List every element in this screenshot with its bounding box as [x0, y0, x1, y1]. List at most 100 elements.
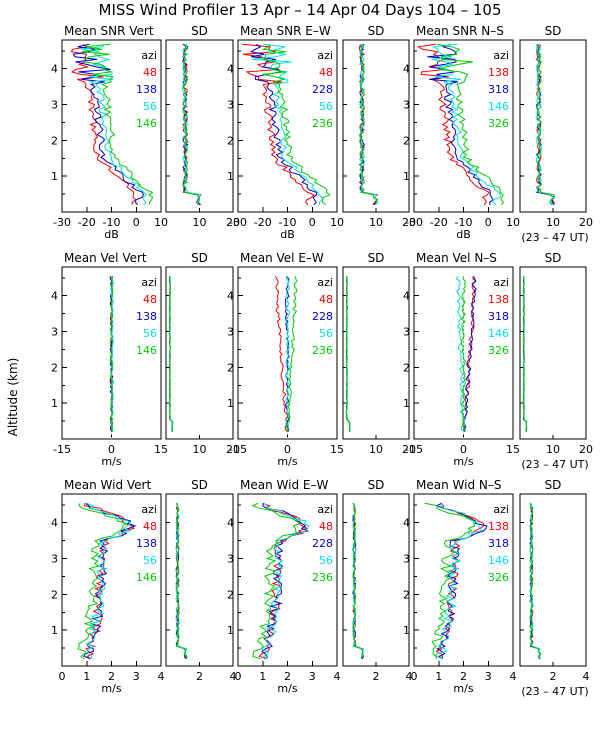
x-tick-label: 2 [284, 670, 291, 683]
sd-series-line-236 [345, 276, 351, 432]
x-tick-label: 0 [485, 216, 492, 229]
x-tick-label: 0 [284, 443, 291, 456]
y-tick-label: 4 [227, 290, 234, 303]
panel-title: Mean Wid N–S [416, 478, 501, 492]
sd-x-tick-label: 20 [579, 443, 593, 456]
legend-header: azi [493, 503, 509, 516]
sd-series-line-236 [352, 503, 364, 659]
x-tick-label: 2 [460, 670, 467, 683]
sd-x-tick-label: 10 [546, 443, 560, 456]
legend-header: azi [317, 503, 333, 516]
x-tick-label: 15 [330, 443, 344, 456]
x-tick-label: 4 [158, 670, 165, 683]
y-tick-label: 1 [227, 397, 234, 410]
legend-entry-56: 56 [143, 554, 157, 567]
x-tick-label: 0 [108, 443, 115, 456]
panel-snr-vert: Mean SNR Vert SD 1 2 3 4 -30 -20 -10 0 10 10 20 dB azi… [51, 24, 240, 241]
legend-entry-48: 48 [319, 520, 333, 533]
y-tick-label: 4 [227, 517, 234, 530]
sd-title: SD [191, 251, 208, 265]
legend-entry-56: 56 [319, 327, 333, 340]
legend-entry-48: 48 [319, 66, 333, 79]
series-line-48 [242, 43, 315, 206]
x-tick-label: 0 [309, 216, 316, 229]
series-line-318 [435, 502, 488, 660]
y-tick-label: 2 [227, 588, 234, 601]
sd-plot-frame [519, 266, 587, 440]
legend-entry-48: 48 [143, 293, 157, 306]
y-tick-label: 2 [51, 134, 58, 147]
legend-entry-146: 146 [136, 344, 157, 357]
x-tick-label: -10 [455, 216, 473, 229]
sd-x-tick-label: 20 [226, 216, 240, 229]
x-tick-label: 10 [154, 216, 168, 229]
y-tick-label: 4 [51, 290, 58, 303]
sd-x-tick-label: 2 [373, 670, 380, 683]
legend-entry-138: 138 [136, 83, 157, 96]
series-line-48 [70, 43, 137, 205]
y-tick-label: 4 [403, 63, 410, 76]
x-tick-label: 4 [510, 670, 517, 683]
y-tick-label: 4 [51, 63, 58, 76]
y-tick-label: 3 [227, 553, 234, 566]
x-tick-label: 4 [334, 670, 341, 683]
x-tick-label: 0 [411, 670, 418, 683]
sd-x-tick-label: 20 [402, 443, 416, 456]
x-tick-label: -10 [279, 216, 297, 229]
legend-header: azi [317, 276, 333, 289]
x-tick-label: 15 [506, 443, 520, 456]
x-tick-label: -20 [254, 216, 272, 229]
x-tick-label: 0 [460, 443, 467, 456]
sd-series-line-146 [529, 503, 542, 660]
sd-x-tick-label: 4 [230, 670, 237, 683]
legend-entry-228: 228 [312, 310, 333, 323]
legend-entry-318: 318 [488, 537, 509, 550]
y-tick-label: 3 [227, 326, 234, 339]
sd-x-tick-label: 20 [579, 216, 593, 229]
series-line-318 [462, 276, 477, 432]
y-tick-label: 3 [403, 99, 410, 112]
legend-entry-318: 318 [488, 83, 509, 96]
y-tick-label: 4 [51, 517, 58, 530]
series-line-236 [286, 276, 298, 433]
y-tick-label: 2 [227, 134, 234, 147]
panel-title: Mean Wid Vert [64, 478, 151, 492]
altitude-axis-label: Altitude (km) [6, 358, 20, 437]
sd-x-tick-label: 2 [550, 670, 557, 683]
panel-vel-vert: Mean Vel Vert SD 1 2 3 4 -15 0 15 10 20 m/s azi 48 138… [51, 251, 240, 468]
sd-x-tick-label: 10 [193, 216, 207, 229]
series-line-56 [260, 502, 310, 660]
y-tick-label: 2 [403, 134, 410, 147]
sd-plot-frame [519, 39, 587, 213]
x-tick-label: 1 [259, 670, 266, 683]
legend-entry-228: 228 [312, 83, 333, 96]
legend-entry-236: 236 [312, 117, 333, 130]
series-line-48 [258, 502, 309, 660]
sd-series-line-326 [529, 503, 542, 660]
figure-title: MISS Wind Profiler 13 Apr – 14 Apr 04 Da… [99, 1, 502, 19]
legend-entry-326: 326 [488, 117, 509, 130]
legend-entry-138: 138 [488, 520, 509, 533]
sd-series-line-48 [181, 44, 202, 206]
panel-title: Mean Vel N–S [416, 251, 497, 265]
series-line-138 [435, 502, 485, 659]
x-tick-label: -15 [405, 443, 423, 456]
legend-header: azi [141, 503, 157, 516]
y-tick-label: 4 [227, 63, 234, 76]
series-line-146 [77, 503, 128, 660]
x-tick-label: 1 [83, 670, 90, 683]
sd-title: SD [545, 24, 562, 38]
y-tick-label: 4 [403, 290, 410, 303]
panel-title: Mean Vel Vert [64, 251, 147, 265]
legend-entry-146: 146 [136, 117, 157, 130]
y-tick-label: 2 [403, 588, 410, 601]
x-axis-label: dB [104, 228, 119, 241]
legend-entry-236: 236 [312, 571, 333, 584]
sd-x-tick-label: 20 [226, 443, 240, 456]
x-tick-label: -30 [405, 216, 423, 229]
y-tick-label: 3 [51, 326, 58, 339]
x-tick-label: 0 [133, 216, 140, 229]
sd-x-tick-label: 20 [402, 216, 416, 229]
sd-series-line-146 [175, 503, 188, 659]
